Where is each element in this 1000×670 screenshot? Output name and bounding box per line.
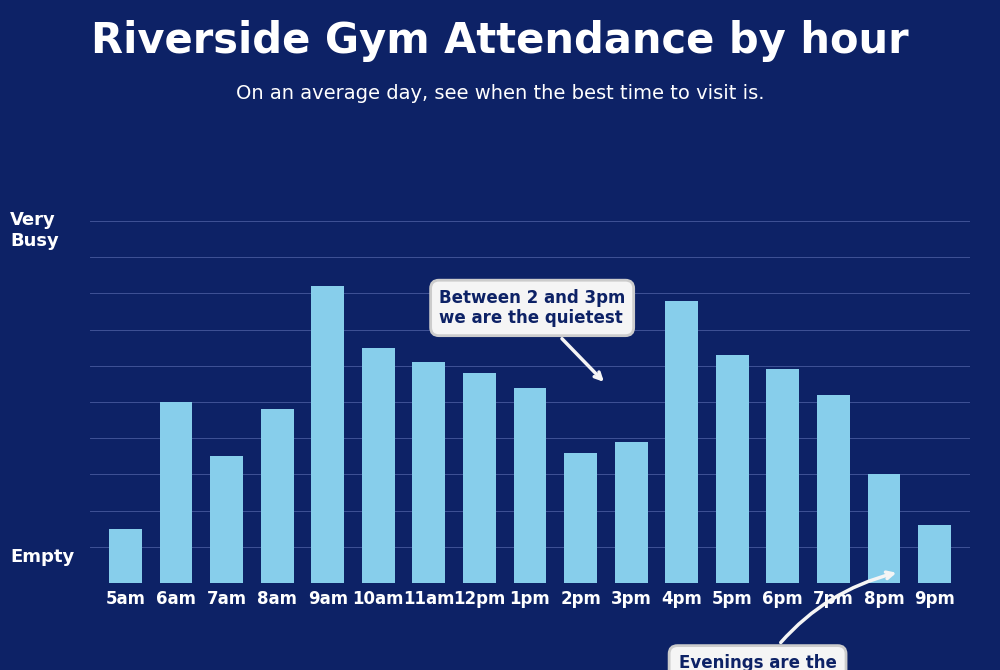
Bar [716, 355, 749, 583]
Bar [210, 456, 243, 583]
Bar [514, 387, 546, 583]
Bar [868, 474, 900, 583]
Text: On an average day, see when the best time to visit is.: On an average day, see when the best tim… [236, 84, 764, 103]
Text: Very
Busy: Very Busy [10, 211, 59, 250]
Bar [564, 453, 597, 583]
Bar [160, 402, 192, 583]
Bar [311, 286, 344, 583]
Bar [412, 362, 445, 583]
Bar [665, 301, 698, 583]
Bar [261, 409, 294, 583]
Text: Empty: Empty [10, 548, 74, 566]
Bar [362, 348, 395, 583]
Bar [615, 442, 648, 583]
Bar [109, 529, 142, 583]
Bar [817, 395, 850, 583]
Bar [463, 373, 496, 583]
Text: Between 2 and 3pm
we are the quietest: Between 2 and 3pm we are the quietest [439, 289, 625, 379]
Text: Riverside Gym Attendance by hour: Riverside Gym Attendance by hour [91, 20, 909, 62]
Bar [918, 525, 951, 583]
Bar [766, 369, 799, 583]
Text: Evenings are the
best time to visit: Evenings are the best time to visit [677, 572, 893, 670]
